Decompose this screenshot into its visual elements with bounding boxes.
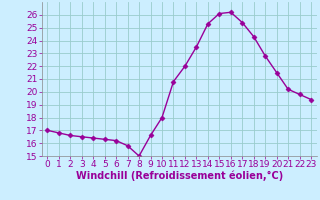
X-axis label: Windchill (Refroidissement éolien,°C): Windchill (Refroidissement éolien,°C) <box>76 171 283 181</box>
